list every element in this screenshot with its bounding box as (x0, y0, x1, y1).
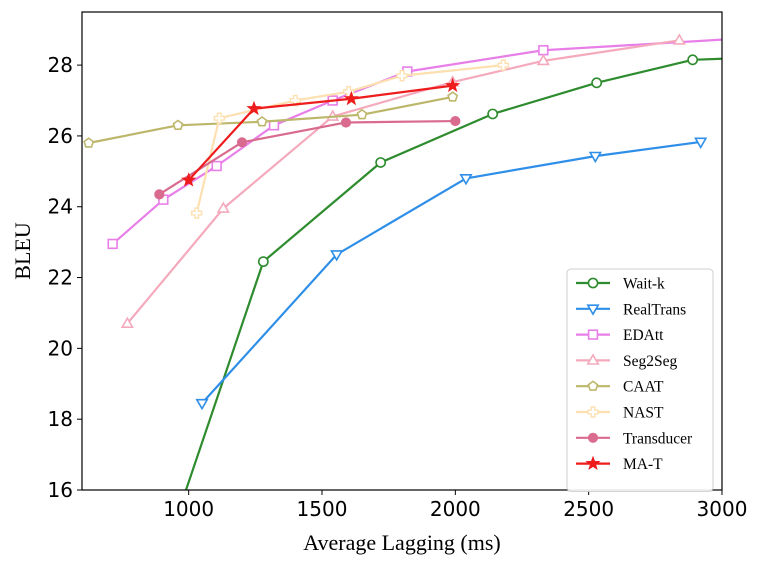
legend-entry-transducer: Transducer (576, 430, 693, 447)
legend-box (566, 268, 714, 492)
data-point-caat (447, 91, 459, 102)
series-realtrans (195, 137, 708, 411)
data-point-wait-k (257, 256, 269, 268)
legend-swatch-marker (586, 353, 600, 365)
data-point-edatt (538, 45, 549, 56)
data-point-realtrans (588, 151, 602, 164)
legend-swatch-marker (585, 455, 601, 471)
legend: Wait-k RealTrans EDAtt Seg2Seg CAAT NAST Trans… (566, 268, 714, 492)
series-nast (190, 59, 510, 219)
data-point-seg2seg (672, 33, 686, 45)
y-tick-label: 28 (48, 53, 73, 77)
legend-entry-realtrans: RealTrans (576, 301, 686, 318)
legend-entry-caat: CAAT (576, 379, 664, 396)
y-axis-title: BLEU (10, 222, 35, 280)
data-point-nast (190, 207, 203, 219)
x-tick-label: 1000 (163, 497, 214, 521)
data-point-transducer (450, 115, 461, 127)
y-tick-label: 24 (48, 195, 73, 219)
data-point-realtrans (195, 398, 209, 411)
y-tick-label: 16 (48, 478, 73, 502)
data-point-edatt (211, 160, 222, 172)
data-point-seg2seg (536, 53, 550, 66)
y-tick-label: 26 (48, 124, 73, 148)
series-ma-t (181, 77, 461, 187)
legend-swatch-marker (587, 329, 599, 340)
legend-swatch-marker (587, 406, 599, 418)
x-axis-title: Average Lagging (ms) (303, 530, 501, 555)
series-line-seg2seg (126, 39, 680, 325)
plot-frame (81, 11, 723, 491)
data-point-edatt (107, 238, 118, 250)
data-point-realtrans (459, 174, 473, 186)
data-point-ma-t (343, 90, 359, 106)
legend-label: MA-T (623, 456, 663, 473)
data-point-caat (356, 108, 368, 120)
data-point-wait-k (591, 77, 603, 89)
data-point-realtrans (330, 250, 344, 262)
series-transducer (154, 115, 461, 200)
data-point-ma-t (181, 172, 197, 187)
series-layer (83, 33, 722, 490)
data-point-nast (289, 94, 302, 107)
legend-swatch-marker (587, 432, 599, 443)
legend-entry-edatt: EDAtt (576, 327, 664, 344)
legend-label: Transducer (623, 430, 693, 447)
legend-swatch-marker (587, 277, 599, 289)
data-point-wait-k (487, 108, 499, 120)
data-point-seg2seg (120, 316, 134, 328)
x-tick-label: 3000 (697, 497, 748, 521)
data-point-realtrans (694, 137, 708, 149)
data-point-caat (83, 137, 95, 148)
x-tick-label: 2500 (563, 497, 614, 521)
legend-entry-seg2seg: Seg2Seg (576, 353, 678, 370)
legend-entry-wait-k: Wait-k (576, 276, 665, 293)
y-tick-label: 22 (48, 266, 73, 290)
series-line-ma-t (187, 84, 453, 181)
data-point-nast (396, 70, 408, 82)
data-point-transducer (236, 137, 248, 148)
data-point-transducer (154, 189, 165, 200)
legend-label: Seg2Seg (623, 353, 678, 370)
data-point-wait-k (375, 157, 387, 168)
data-point-ma-t (445, 77, 461, 93)
data-point-caat (172, 119, 184, 130)
series-caat (83, 91, 459, 148)
x-tick-label: 1500 (297, 497, 348, 521)
legend-label: EDAtt (623, 327, 664, 344)
x-tick-label: 2000 (430, 497, 481, 521)
data-point-nast (497, 59, 510, 71)
axes-layer: 1000 1500 2000 2500 3000 16 18 20 22 24 26 28 (48, 53, 748, 521)
y-tick-label: 18 (48, 407, 73, 431)
legend-label: NAST (623, 405, 664, 422)
data-point-transducer (340, 117, 352, 128)
legend-label: CAAT (623, 379, 664, 396)
legend-entry-nast: NAST (576, 405, 664, 422)
data-point-nast (213, 112, 226, 124)
series-line-edatt (111, 38, 722, 245)
data-point-seg2seg (216, 201, 230, 213)
series-wait-k (184, 54, 722, 490)
legend-swatch-marker (586, 304, 600, 316)
data-point-caat (256, 115, 268, 127)
data-point-wait-k (687, 54, 699, 66)
legend-label: Wait-k (623, 276, 665, 293)
series-edatt (107, 38, 722, 250)
legend-swatch-marker (587, 380, 599, 391)
data-point-ma-t (246, 100, 262, 116)
legend-label: RealTrans (623, 301, 686, 318)
legend-entry-ma-t: MA-T (576, 455, 663, 473)
series-line-nast (195, 64, 504, 214)
y-tick-label: 20 (48, 336, 73, 360)
